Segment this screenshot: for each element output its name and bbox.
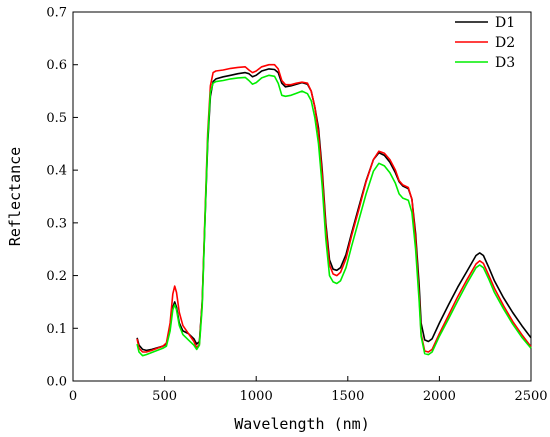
series-lines bbox=[136, 63, 532, 357]
x-tick-label: 0 bbox=[69, 389, 77, 404]
plot-border bbox=[72, 11, 532, 382]
x-tick-label: 2500 bbox=[514, 389, 547, 404]
x-tick-label: 1000 bbox=[240, 389, 273, 404]
series-line-d1 bbox=[136, 68, 532, 352]
y-tick-label: 0.2 bbox=[46, 269, 67, 284]
y-tick-label: 0.0 bbox=[46, 375, 67, 390]
y-axis-ticks: 0.0 0.1 0.2 0.3 0.4 0.5 0.6 0.7 bbox=[46, 6, 78, 390]
x-tick-label: 2000 bbox=[423, 389, 456, 404]
y-tick-label: 0.4 bbox=[46, 164, 67, 179]
series-line-d2 bbox=[136, 63, 532, 353]
y-tick-label: 0.3 bbox=[46, 216, 67, 231]
legend-label-d2: D2 bbox=[495, 35, 515, 51]
y-tick-label: 0.6 bbox=[46, 58, 67, 73]
legend-label-d1: D1 bbox=[495, 15, 515, 31]
x-tick-label: 500 bbox=[152, 389, 177, 404]
x-tick-label: 1500 bbox=[331, 389, 364, 404]
y-tick-label: 0.5 bbox=[46, 111, 67, 126]
plot-frame bbox=[72, 11, 532, 382]
y-axis-title: Reflectance bbox=[6, 147, 24, 246]
x-axis-ticks: 0 500 1000 1500 2000 2500 bbox=[69, 376, 548, 404]
y-tick-label: 0.7 bbox=[46, 6, 67, 21]
legend-label-d3: D3 bbox=[495, 55, 515, 71]
y-tick-label: 0.1 bbox=[46, 322, 67, 337]
x-axis-title: Wavelength (nm) bbox=[234, 415, 369, 433]
series-line-d3 bbox=[136, 74, 532, 357]
legend: D1 D2 D3 bbox=[455, 15, 515, 71]
